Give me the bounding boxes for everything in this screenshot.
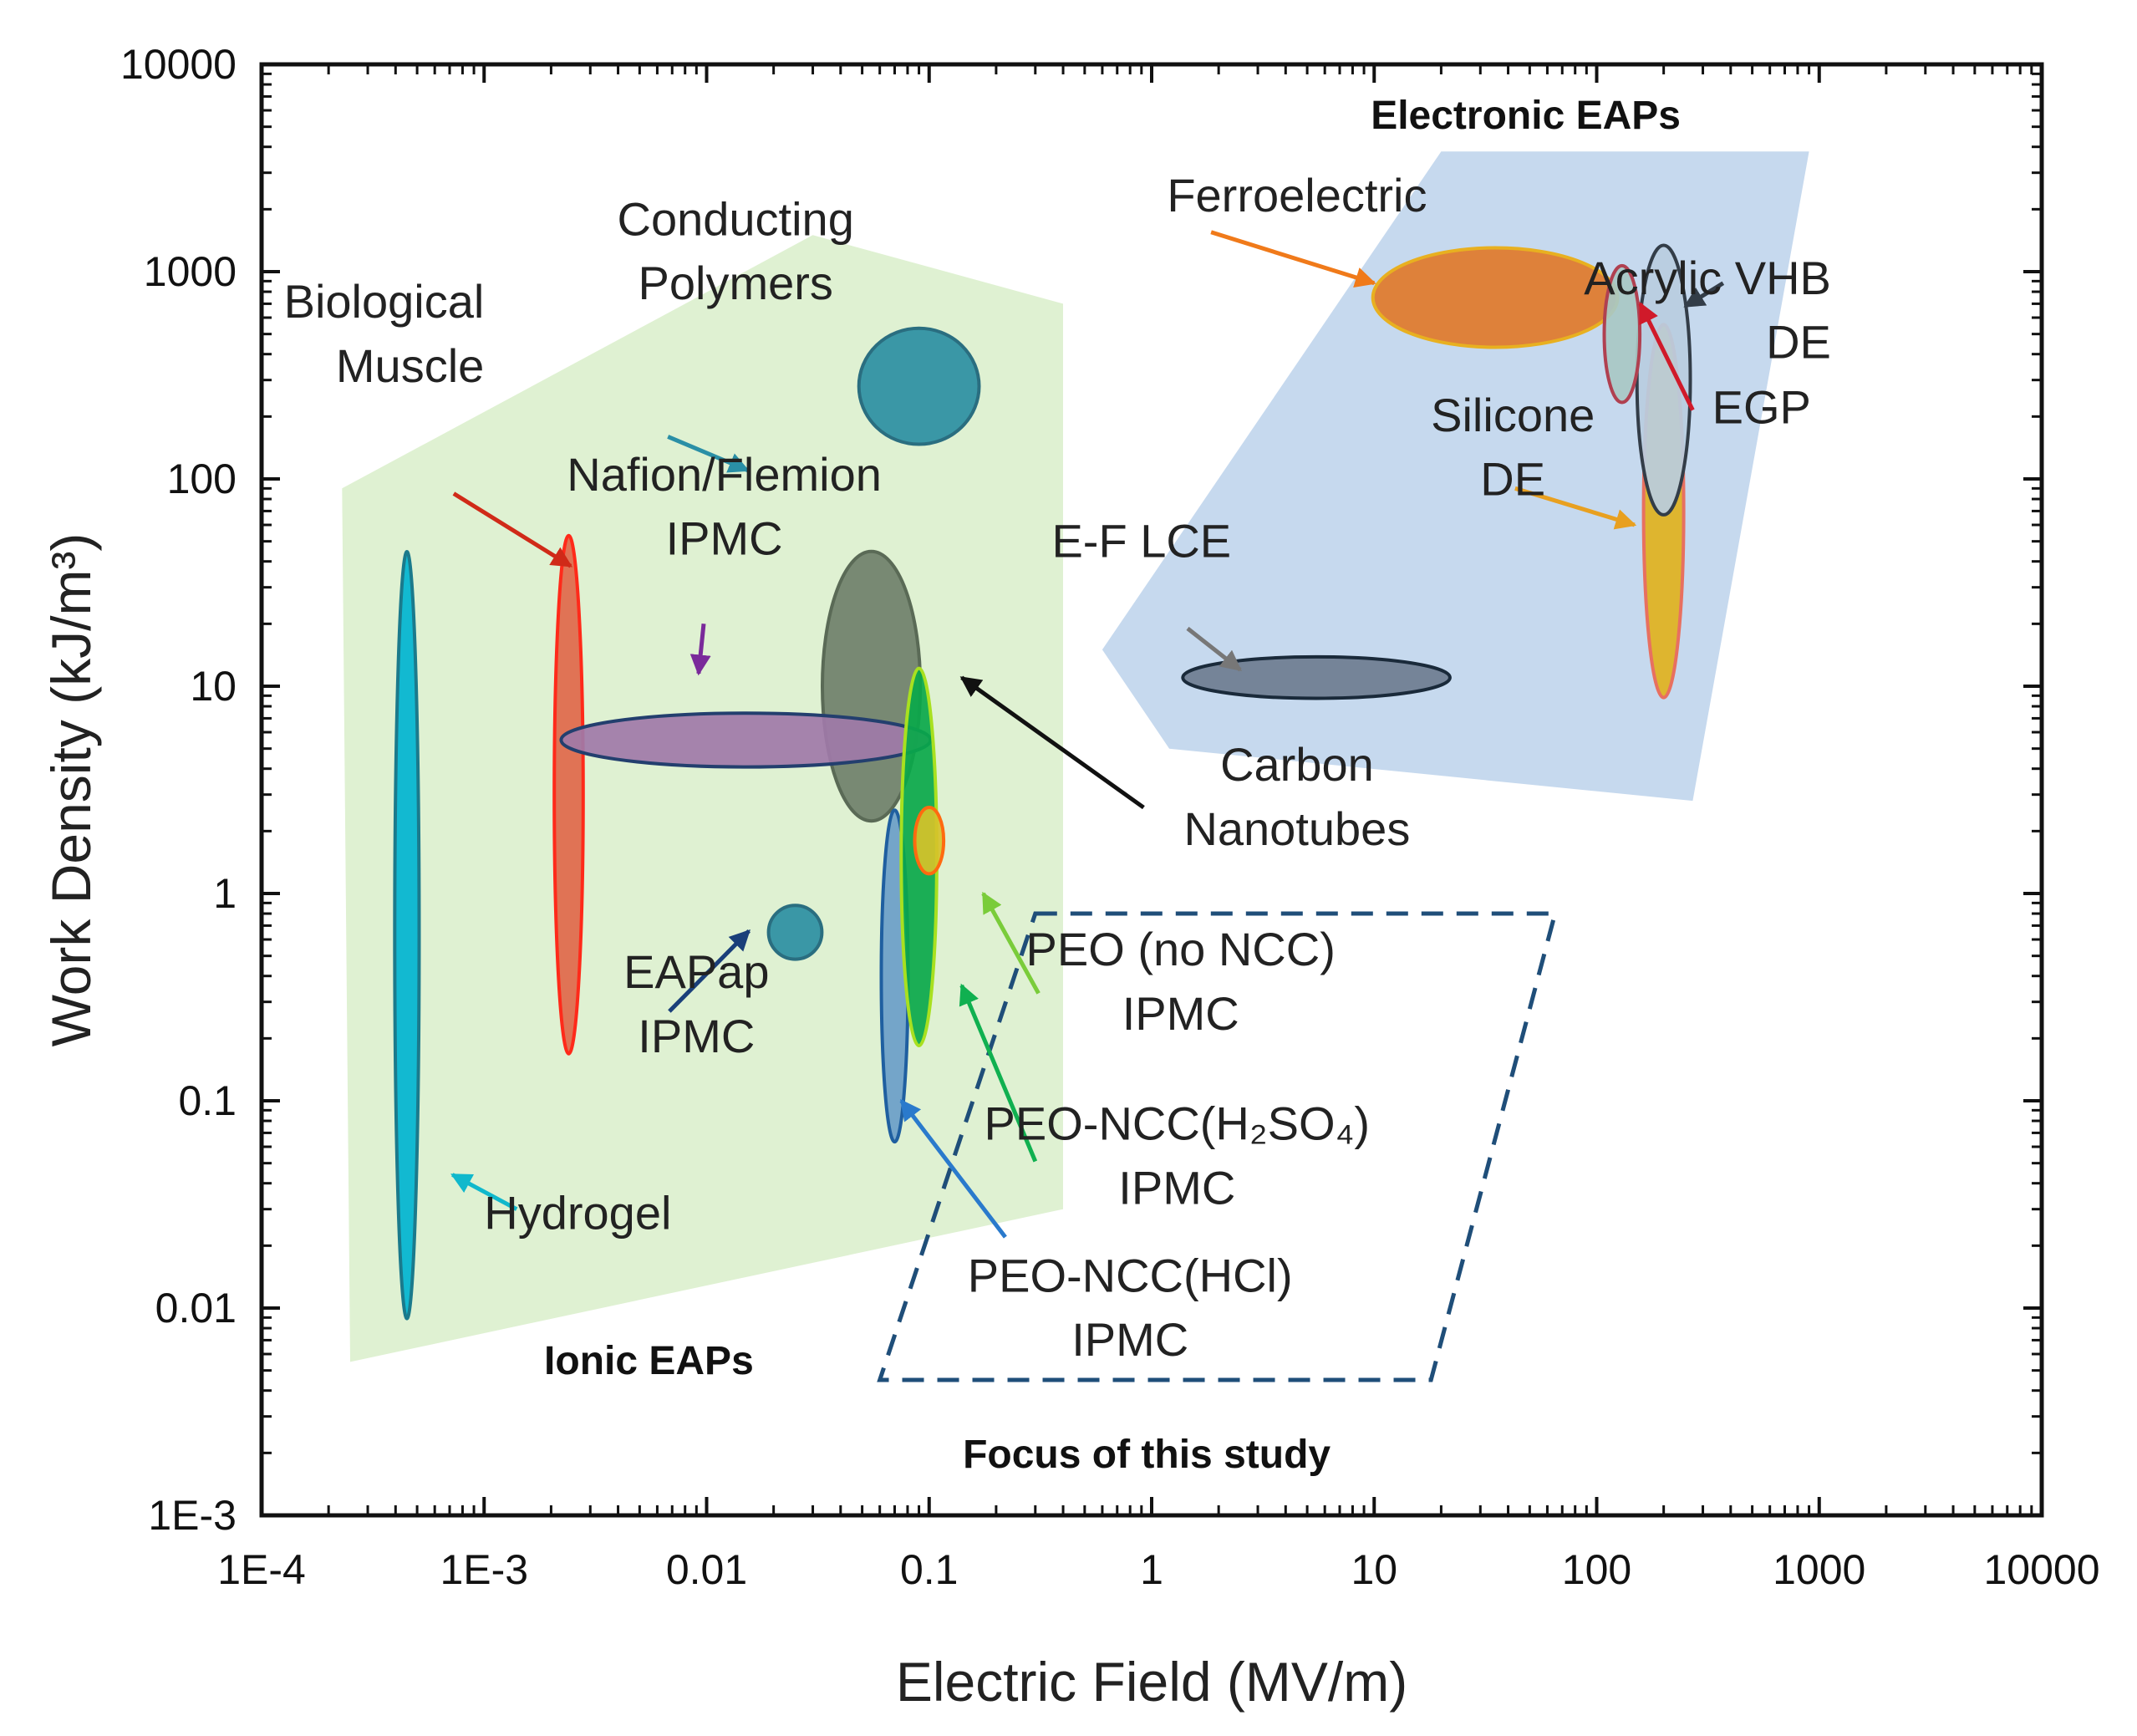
ellipse-nafion-flemion-ipmc (559, 711, 933, 769)
label-peo-ncc-hcl-line: IPMC (1071, 1313, 1188, 1366)
x-tick-label: 1E-3 (440, 1546, 528, 1593)
label-peo-ncc-h2so4-line: PEO-NCC(H₂SO₄) (985, 1097, 1370, 1149)
x-tick-label: 1000 (1773, 1546, 1865, 1593)
label-focus-study-line: Focus of this study (963, 1433, 1331, 1477)
label-acrylic-vhb-de: Acrylic VHB DE (1584, 252, 1831, 369)
arrow-eapap-ipmc (668, 929, 750, 1013)
arrow-peo-ncc-hcl (899, 1099, 1007, 1239)
label-nafion-ipmc-line: IPMC (666, 512, 783, 565)
ellipse-biological-muscle (552, 533, 585, 1056)
label-peo-no-ncc-line: IPMC (1122, 987, 1239, 1040)
label-eapap-ipmc-line: IPMC (638, 1010, 755, 1062)
label-carbon-nanotubes-line: Nanotubes (1183, 802, 1410, 855)
label-peo-ncc-hcl: PEO-NCC(HCl) IPMC (968, 1249, 1293, 1366)
label-egp: EGP (1712, 381, 1811, 434)
y-tick-label: 10 (190, 663, 237, 710)
arrow-conducting-polymers (667, 435, 750, 473)
label-biological-muscle-line: Muscle (336, 339, 484, 392)
label-peo-ncc-h2so4: PEO-NCC(H₂SO₄) IPMC (985, 1097, 1370, 1214)
label-ferroelectric-line: Ferroelectric (1167, 169, 1427, 221)
label-hydrogel: Hydrogel (484, 1187, 671, 1240)
x-tick-label: 0.1 (900, 1546, 959, 1593)
x-tick-label: 100 (1562, 1546, 1631, 1593)
label-biological-muscle: Biological Muscle (284, 275, 485, 392)
arrow-carbon-nanotubes (959, 675, 1145, 810)
y-tick-label: 0.01 (155, 1285, 237, 1331)
ellipse-e-f-lce (1181, 654, 1452, 700)
label-eapap-ipmc-line: EAPap (623, 945, 769, 998)
axes-layer: 1E-4 1E-3 0.01 0.1 1 10 100 1000 10000 1E-3 0.01 0.… (40, 41, 2100, 1713)
materials-layer (393, 243, 1692, 1321)
ellipse-ferroelectric (1371, 246, 1620, 349)
x-tick-label: 0.01 (666, 1546, 747, 1593)
y-axis-title: Work Density (kJ/m³) (40, 533, 102, 1047)
arrow-ferroelectric (1210, 230, 1376, 288)
y-tick-label: 0.1 (178, 1077, 237, 1124)
label-acrylic-vhb-de-line: DE (1766, 316, 1831, 369)
label-electronic-eaps: Electronic EAPs (1371, 94, 1681, 138)
y-tick-label: 10000 (120, 41, 237, 88)
x-tick-label: 10000 (1983, 1546, 2099, 1593)
y-tick-label: 1000 (144, 248, 237, 295)
arrows-layer (450, 230, 1725, 1239)
ellipse-peo-no-ncc-ipmc (913, 806, 946, 876)
label-e-f-lce-line: E-F LCE (1051, 514, 1231, 567)
arrow-acrylic-vhb-de (1683, 281, 1725, 308)
label-acrylic-vhb-de-line: Acrylic VHB (1584, 252, 1831, 304)
ellipse-hydrogel (393, 550, 421, 1321)
label-peo-no-ncc-line: PEO (no NCC) (1026, 923, 1336, 975)
label-carbon-nanotubes-line: Carbon (1220, 738, 1374, 791)
label-peo-ncc-hcl-line: PEO-NCC(HCl) (968, 1249, 1293, 1301)
label-focus-study: Focus of this study (963, 1433, 1331, 1477)
y-tick-label: 100 (167, 456, 237, 502)
label-biological-muscle-line: Biological (284, 275, 485, 328)
arrow-peo-ncc-h2so4 (959, 983, 1038, 1163)
label-silicone-de-line: Silicone (1431, 389, 1595, 441)
ellipse-conducting-polymers (857, 326, 981, 446)
arrow-nafion-ipmc (689, 624, 711, 676)
label-conducting-polymers: Conducting Polymers (618, 192, 854, 309)
label-silicone-de: Silicone DE (1431, 389, 1595, 506)
label-conducting-polymers-line: Conducting (618, 192, 854, 245)
label-conducting-polymers-line: Polymers (639, 257, 833, 309)
label-hydrogel-line: Hydrogel (484, 1187, 671, 1240)
arrow-hydrogel (450, 1173, 518, 1211)
annotations-layer: Conducting Polymers Biological Muscle Nafion… (284, 94, 1831, 1477)
label-egp-line: EGP (1712, 381, 1811, 434)
label-silicone-de-line: DE (1480, 453, 1545, 506)
label-eapap-ipmc: EAPap IPMC (623, 945, 769, 1062)
label-ionic-eaps: Ionic EAPs (544, 1339, 754, 1383)
ellipse-egp (1602, 263, 1642, 405)
focus-box-layer (877, 911, 1558, 1382)
arrow-silicone-de (1514, 486, 1637, 530)
arrow-peo-no-ncc (981, 891, 1041, 995)
label-peo-no-ncc: PEO (no NCC) IPMC (1026, 923, 1336, 1040)
x-tick-label: 10 (1351, 1546, 1397, 1593)
x-tick-label: 1 (1140, 1546, 1163, 1593)
label-carbon-nanotubes: Carbon Nanotubes (1183, 738, 1410, 855)
label-ferroelectric: Ferroelectric (1167, 169, 1427, 221)
label-peo-ncc-h2so4-line: IPMC (1118, 1161, 1235, 1214)
y-tick-label: 1 (213, 870, 237, 917)
label-ionic-eaps-line: Ionic EAPs (544, 1339, 754, 1383)
arrow-biological-muscle (452, 491, 573, 568)
arrow-e-f-lce (1186, 626, 1242, 672)
label-nafion-ipmc-line: Nafion/Flemion (567, 448, 882, 501)
y-tick-label: 1E-3 (148, 1492, 237, 1539)
label-e-f-lce: E-F LCE (1051, 514, 1231, 567)
focus-study-box (877, 911, 1558, 1382)
label-nafion-ipmc: Nafion/Flemion IPMC (567, 448, 882, 565)
x-axis-title: Electric Field (MV/m) (896, 1651, 1407, 1713)
label-electronic-eaps-line: Electronic EAPs (1371, 94, 1681, 138)
ellipse-eapap-ipmc (766, 904, 824, 961)
arrow-egp (1638, 302, 1695, 411)
x-tick-label: 1E-4 (217, 1546, 306, 1593)
